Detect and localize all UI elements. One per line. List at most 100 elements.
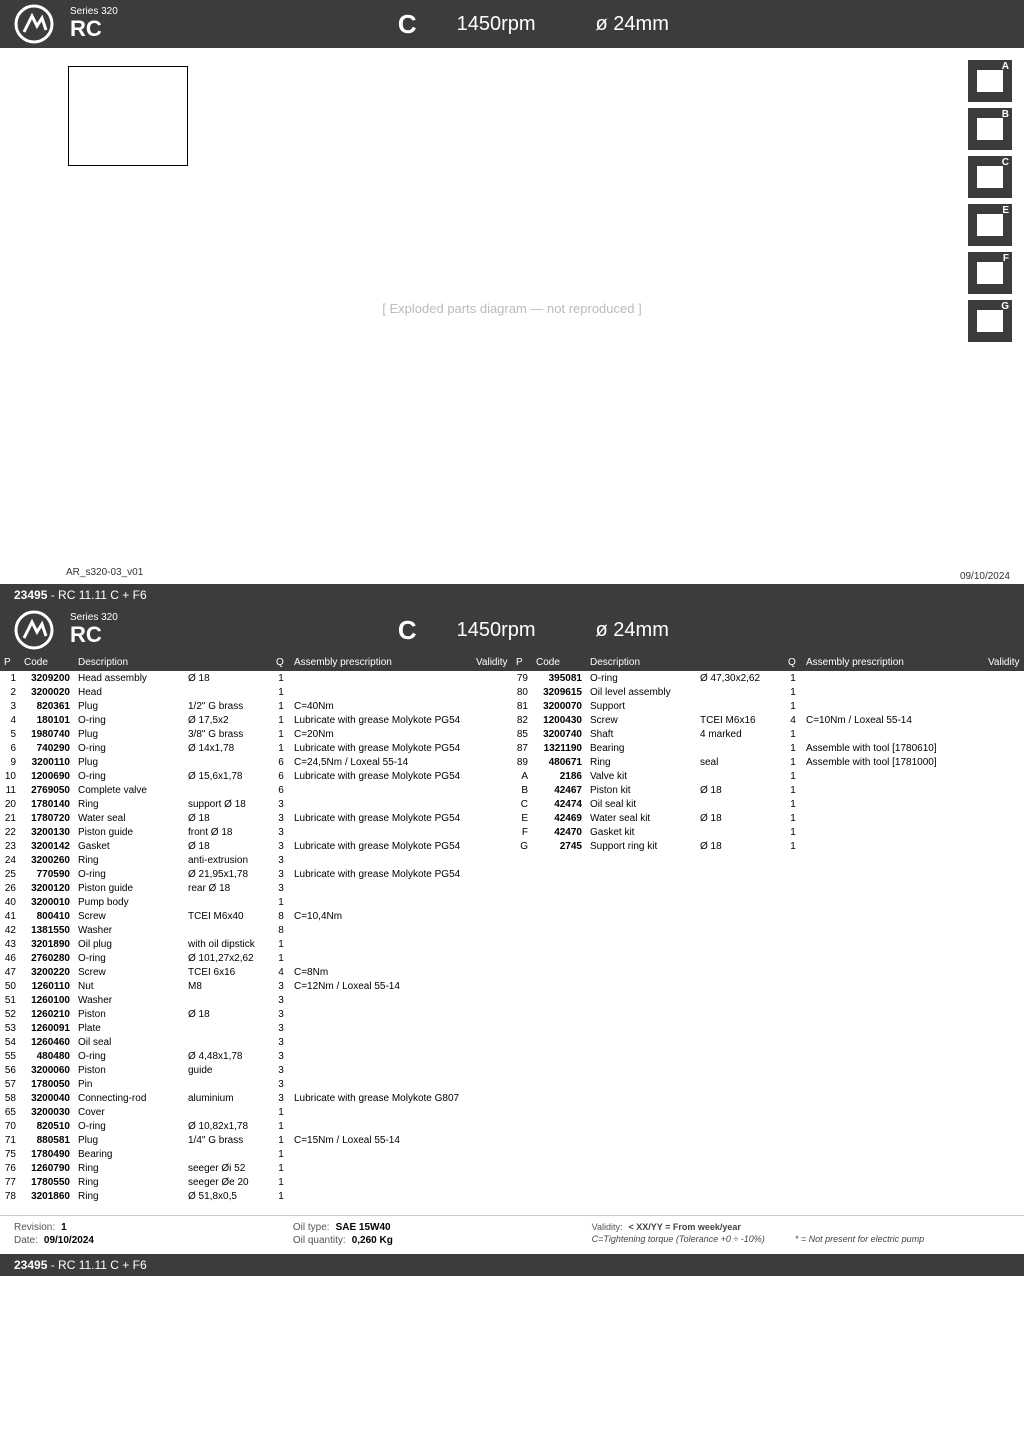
table-row: 473200220ScrewTCEI 6x164C=8Nm <box>0 965 512 979</box>
revision-label: Revision: <box>14 1222 55 1233</box>
allocation-desc: - RC 11.11 C + F6 <box>51 588 147 602</box>
kit-icon-G: G <box>968 300 1012 342</box>
oiltype-label: Oil type: <box>293 1222 330 1233</box>
table-row: 70820510O-ringØ 10,82x1,781 <box>0 1119 512 1133</box>
diagram-date: 09/10/2024 <box>960 571 1010 582</box>
series-block: Series 320 RC <box>70 612 118 647</box>
table-row: 25770590O-ringØ 21,95x1,783Lubricate wit… <box>0 867 512 881</box>
allocation-code: 23495 <box>14 1258 47 1272</box>
validity-value: < XX/YY = From week/year <box>629 1222 741 1232</box>
header-bar-2: Series 320 RC C 1450rpm ø 24mm <box>0 606 1024 654</box>
th-spec <box>696 654 784 671</box>
series-block: Series 320 RC <box>70 6 118 41</box>
table-row: 803209615Oil level assembly1 <box>512 685 1024 699</box>
table-row: 55480480O-ringØ 4,48x1,783 <box>0 1049 512 1063</box>
table-row: 243200260Ringanti-extrusion3 <box>0 853 512 867</box>
brand-logo <box>10 606 58 654</box>
table-row: 13209200Head assemblyØ 181 <box>0 671 512 685</box>
table-row: 93200110Plug6C=24,5Nm / Loxeal 55-14 <box>0 755 512 769</box>
table-row: B42467Piston kitØ 181 <box>512 783 1024 797</box>
table-row: 41800410ScrewTCEI M6x408C=10,4Nm <box>0 909 512 923</box>
allocation-desc: - RC 11.11 C + F6 <box>51 1258 147 1272</box>
table-row: A2186Valve kit1 <box>512 769 1024 783</box>
table-row: 23200020Head1 <box>0 685 512 699</box>
oilqty-label: Oil quantity: <box>293 1235 346 1246</box>
date-value: 09/10/2024 <box>44 1235 94 1246</box>
table-row: 871321190Bearing1Assemble with tool [178… <box>512 741 1024 755</box>
note-star: * = Not present for electric pump <box>795 1234 924 1244</box>
table-row: 653200030Cover1 <box>0 1105 512 1119</box>
th-q: Q <box>272 654 290 671</box>
table-row: G2745Support ring kitØ 181 <box>512 839 1024 853</box>
table-row: 583200040Connecting-rodaluminium3Lubrica… <box>0 1091 512 1105</box>
th-code: Code <box>532 654 586 671</box>
header-diameter: ø 24mm <box>596 619 669 642</box>
header-letter: C <box>398 9 417 40</box>
table-row: 233200142GasketØ 183Lubricate with greas… <box>0 839 512 853</box>
parts-table-left: P Code Description Q Assembly prescripti… <box>0 654 512 1203</box>
table-row: 51980740Plug3/8" G brass1C=20Nm <box>0 727 512 741</box>
table-row: F42470Gasket kit1 <box>512 825 1024 839</box>
th-spec <box>184 654 272 671</box>
th-val: Validity <box>984 654 1024 671</box>
table-row: 263200120Piston guiderear Ø 183 <box>0 881 512 895</box>
th-val: Validity <box>472 654 512 671</box>
validity-label: Validity: <box>592 1222 623 1232</box>
footer-info: Revision:1 Date:09/10/2024 Oil type:SAE … <box>0 1215 1024 1254</box>
th-desc: Description <box>74 654 184 671</box>
brand-logo <box>10 0 58 48</box>
diagram-ref-code: AR_s320-03_v01 <box>66 567 143 578</box>
table-row: 563200060Pistonguide3 <box>0 1063 512 1077</box>
table-row: 3820361Plug1/2" G brass1C=40Nm <box>0 699 512 713</box>
table-row: 89480671Ringseal1Assemble with tool [178… <box>512 755 1024 769</box>
table-row: 853200740Shaft4 marked1 <box>512 727 1024 741</box>
header-letter: C <box>398 615 417 646</box>
table-row: 783201860RingØ 51,8x0,51 <box>0 1189 512 1203</box>
table-row: 79395081O-ringØ 47,30x2,621 <box>512 671 1024 685</box>
table-row: 813200070Support1 <box>512 699 1024 713</box>
table-row: 531260091Plate3 <box>0 1021 512 1035</box>
table-row: 571780050Pin3 <box>0 1077 512 1091</box>
th-p: P <box>0 654 20 671</box>
revision-value: 1 <box>61 1222 67 1233</box>
kit-legend-icons: ABCEFG <box>968 60 1012 342</box>
table-row: 433201890Oil plugwith oil dipstick1 <box>0 937 512 951</box>
table-row: 771780550Ringseeger Øe 201 <box>0 1175 512 1189</box>
table-row: 462760280O-ringØ 101,27x2,621 <box>0 951 512 965</box>
th-ass: Assembly prescription <box>802 654 984 671</box>
th-desc: Description <box>586 654 696 671</box>
table-row: 521260210PistonØ 183 <box>0 1007 512 1021</box>
th-code: Code <box>20 654 74 671</box>
allocation-code: 23495 <box>14 588 47 602</box>
kit-icon-B: B <box>968 108 1012 150</box>
header-bar-1: Series 320 RC C 1450rpm ø 24mm <box>0 0 1024 48</box>
parts-table-right: P Code Description Q Assembly prescripti… <box>512 654 1024 853</box>
header-rpm: 1450rpm <box>457 619 536 642</box>
oilqty-value: 0,260 Kg <box>352 1235 393 1246</box>
table-row: 821200430ScrewTCEI M6x164C=10Nm / Loxeal… <box>512 713 1024 727</box>
exploded-diagram: [ Exploded parts diagram — not reproduce… <box>0 48 1024 584</box>
th-q: Q <box>784 654 802 671</box>
table-row: 6740290O-ringØ 14x1,781Lubricate with gr… <box>0 741 512 755</box>
allocation-bar-2: 23495 - RC 11.11 C + F6 <box>0 1254 1024 1276</box>
table-row: 71880581Plug1/4" G brass1C=15Nm / Loxeal… <box>0 1133 512 1147</box>
table-row: 761260790Ringseeger Øi 521 <box>0 1161 512 1175</box>
diagram-placeholder: [ Exploded parts diagram — not reproduce… <box>60 62 964 554</box>
table-row: E42469Water seal kitØ 181 <box>512 811 1024 825</box>
table-row: 101200690O-ringØ 15,6x1,786Lubricate wit… <box>0 769 512 783</box>
note-torque: C=Tightening torque (Tolerance +0 ÷ -10%… <box>592 1234 765 1244</box>
header-rpm: 1450rpm <box>457 13 536 36</box>
table-row: 403200010Pump body1 <box>0 895 512 909</box>
table-row: 751780490Bearing1 <box>0 1147 512 1161</box>
date-label: Date: <box>14 1235 38 1246</box>
kit-icon-E: E <box>968 204 1012 246</box>
th-ass: Assembly prescription <box>290 654 472 671</box>
table-row: 112769050Complete valve6 <box>0 783 512 797</box>
table-row: 421381550Washer8 <box>0 923 512 937</box>
th-p: P <box>512 654 532 671</box>
table-row: 501260110NutM83C=12Nm / Loxeal 55-14 <box>0 979 512 993</box>
kit-icon-C: C <box>968 156 1012 198</box>
table-row: 541260460Oil seal3 <box>0 1035 512 1049</box>
allocation-bar-1: 23495 - RC 11.11 C + F6 <box>0 584 1024 606</box>
model-name: RC <box>70 623 118 647</box>
